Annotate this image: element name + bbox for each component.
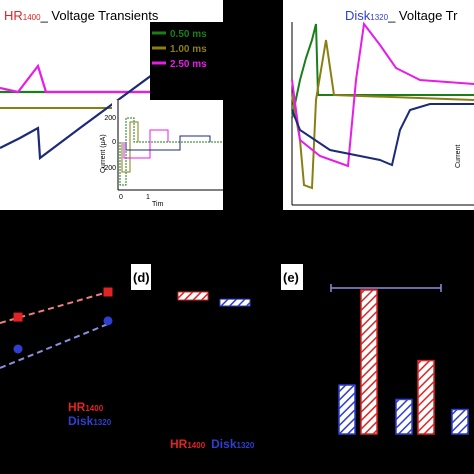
series-hr-fit-line	[0, 291, 109, 324]
bar-e-disk-2	[451, 408, 469, 435]
panel-b-curve-green	[291, 23, 474, 119]
panel-e-letter: (e)	[283, 270, 299, 285]
inset-xtick-0: 0	[119, 194, 123, 201]
panel-d-legend: HR1400 Disk1320	[170, 437, 255, 451]
legend-label-1: 1.00 ms	[170, 44, 207, 55]
panel-c-legend-disk: Disk1320	[68, 414, 112, 428]
panel-d-letter: (d)	[133, 270, 150, 285]
inset-ytick-1: 0	[112, 139, 116, 146]
bar-e-disk-1	[395, 398, 413, 435]
inset-xlabel: Tim	[152, 201, 164, 208]
bar-d-0	[177, 291, 209, 301]
inset-trace-magenta	[123, 129, 169, 159]
panel-e: (e)	[281, 264, 469, 435]
panel-b-curve-olive	[291, 39, 474, 190]
inset-trace-green	[119, 117, 223, 186]
point-disk1320-1	[103, 316, 113, 326]
panel-e-letter-box	[281, 264, 303, 290]
panel-a: HR1400_ Voltage Transients 0.50 ms 1.00 …	[0, 0, 223, 210]
panel-c-points	[13, 287, 113, 354]
bar-e-hr-0	[360, 289, 378, 435]
panel-b-curve-navy	[291, 103, 474, 167]
curve-2-50ms	[0, 63, 160, 94]
panel-a-inset: Current (μA) 200 0 -200 0 1 Tim	[100, 100, 223, 208]
legend-label-0: 0.50 ms	[170, 29, 207, 40]
panel-d: (d) HR1400 Disk1320	[131, 264, 255, 451]
inset-ylabel: Current (μA)	[100, 134, 107, 173]
panel-b: Disk1320_ Voltage Tr Current	[283, 0, 474, 210]
inset-xtick-1: 1	[146, 194, 150, 201]
panel-d-bars	[177, 291, 251, 307]
point-hr1400-1	[103, 287, 113, 297]
legend-label-2: 2.50 ms	[170, 59, 207, 70]
bar-e-hr-1	[417, 359, 435, 435]
panel-c-legend-hr: HR1400	[68, 400, 104, 414]
panel-a-title: HR1400_ Voltage Transients	[4, 8, 159, 23]
panel-e-bars	[338, 289, 469, 435]
panel-c: HR1400 Disk1320	[0, 287, 113, 428]
point-hr1400-0	[13, 312, 23, 322]
panel-b-inset-ylabel: Current	[455, 145, 462, 168]
inset-trace-navy	[125, 135, 211, 151]
panel-b-title: Disk1320_ Voltage Tr	[345, 8, 458, 23]
bar-e-disk-0	[338, 384, 356, 435]
inset-ytick-2: -200	[102, 165, 116, 172]
point-disk1320-0	[13, 344, 23, 354]
inset-ytick-0: 200	[104, 115, 116, 122]
panel-d-letter-box	[131, 264, 151, 290]
panel-b-curve-magenta	[291, 21, 474, 168]
bar-d-1	[219, 298, 251, 307]
inset-trace-olive	[121, 121, 139, 173]
